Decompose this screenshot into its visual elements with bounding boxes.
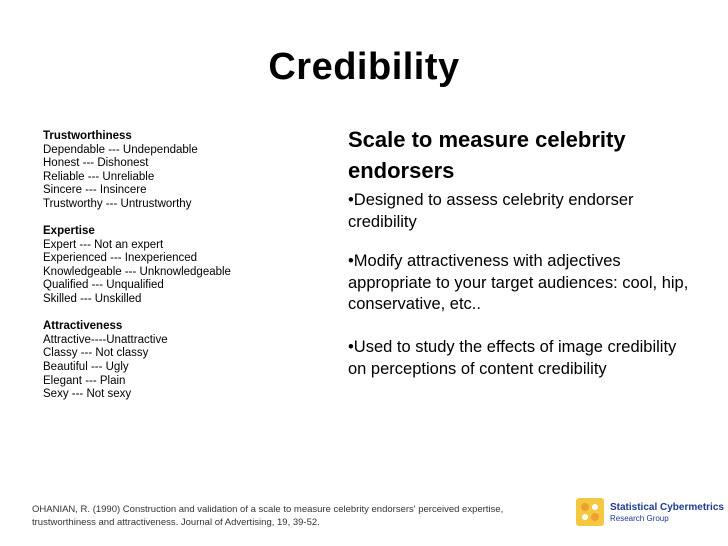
scale-item: Honest --- Dishonest	[43, 157, 149, 170]
scale-group-expertise: Expertise Expert --- Not an expert Exper…	[43, 225, 333, 307]
scale-item: Attractive----Unattractive	[43, 333, 168, 346]
scale-group-attractiveness: Attractiveness Attractive----Unattractiv…	[43, 320, 333, 402]
logo-name: Statistical Cybermetrics	[610, 502, 724, 513]
group-heading: Trustworthiness	[43, 130, 132, 142]
group-heading: Attractiveness	[43, 320, 123, 333]
panel-heading: Scale to measure celebrity endorsers	[348, 127, 626, 183]
scale-item: Knowledgeable --- Unknowledgeable	[43, 265, 231, 278]
bullet-point: •Modify attractiveness with adjectives a…	[348, 252, 689, 314]
bullet-point: •Designed to assess celebrity endorser c…	[348, 191, 634, 231]
scale-item: Skilled --- Unskilled	[43, 293, 142, 306]
citation: OHANIAN, R. (1990) Construction and vali…	[32, 504, 504, 528]
credibility-scale-list: Trustworthiness Dependable --- Undependa…	[43, 130, 333, 415]
logo-subtitle: Research Group	[610, 514, 669, 523]
scale-item: Beautiful --- Ugly	[43, 360, 129, 373]
logo: Statistical Cybermetrics Research Group	[576, 498, 724, 528]
group-heading: Expertise	[43, 225, 95, 238]
scale-item: Trustworthy --- Untrustworthy	[43, 197, 192, 210]
scale-item: Qualified --- Unqualified	[43, 279, 164, 292]
scale-item: Experienced --- Inexperienced	[43, 252, 198, 265]
scale-group-trustworthiness: Trustworthiness Dependable --- Undependa…	[43, 130, 333, 212]
scale-item: Classy --- Not classy	[43, 347, 149, 360]
scale-item: Reliable --- Unreliable	[43, 170, 155, 183]
scale-item: Sincere --- Insincere	[43, 184, 147, 197]
slide-title: Credibility	[268, 46, 460, 88]
statistical-cybermetrics-logo-icon	[576, 498, 604, 526]
scale-item: Elegant --- Plain	[43, 374, 126, 387]
scale-item: Expert --- Not an expert	[43, 238, 164, 251]
scale-item: Sexy --- Not sexy	[43, 388, 132, 401]
description-panel: Scale to measure celebrity endorsers •De…	[348, 124, 698, 380]
bullet-point: •Used to study the effects of image cred…	[348, 337, 677, 378]
scale-item: Dependable --- Undependable	[43, 143, 198, 156]
